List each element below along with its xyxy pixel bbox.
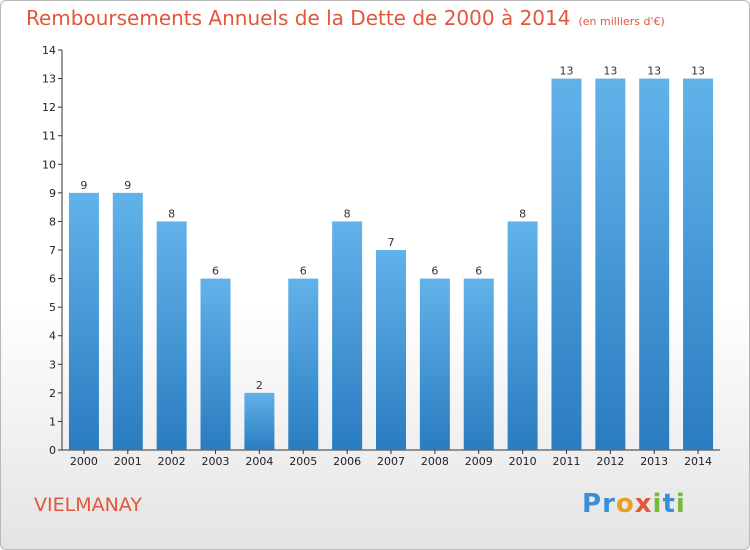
bar-value-label: 9: [124, 179, 131, 192]
logo-letter: i: [675, 489, 686, 519]
y-tick-label: 10: [42, 158, 56, 171]
y-tick-label: 4: [49, 330, 56, 343]
data-labels: 9 9 8 6 2 6 8 7 6 6 8 13 13 13 13: [80, 65, 705, 392]
x-tick-label: 2012: [596, 455, 624, 468]
bar: [244, 392, 275, 450]
bar: [156, 221, 187, 450]
bar-value-label: 7: [388, 236, 395, 249]
bar: [463, 278, 494, 450]
x-tick-label: 2007: [377, 455, 405, 468]
x-tick-label: 2000: [70, 455, 98, 468]
bar: [683, 78, 714, 451]
y-tick-label: 2: [49, 387, 56, 400]
y-tick-label: 7: [49, 244, 56, 257]
bar-value-label: 13: [559, 65, 573, 78]
commune-name: VIELMANAY: [34, 494, 142, 516]
y-tick-label: 9: [49, 187, 56, 200]
y-tick-label: 8: [49, 215, 56, 228]
x-tick-label: 2008: [421, 455, 449, 468]
logo-letter: i: [652, 489, 663, 519]
bar-value-label: 8: [344, 207, 351, 220]
bar: [595, 78, 626, 451]
y-tick-label: 11: [42, 130, 56, 143]
bar-value-label: 2: [256, 379, 263, 392]
y-tick-label: 12: [42, 101, 56, 114]
bar-value-label: 9: [80, 179, 87, 192]
bar: [332, 221, 363, 450]
bar: [112, 192, 143, 450]
bar-value-label: 13: [691, 65, 705, 78]
x-tick-label: 2003: [202, 455, 230, 468]
bar-value-label: 8: [168, 207, 175, 220]
bar-value-label: 6: [475, 265, 482, 278]
x-tick-label: 2004: [245, 455, 273, 468]
x-tick-label: 2013: [640, 455, 668, 468]
x-tick-label: 2002: [158, 455, 186, 468]
bar-value-label: 13: [647, 65, 661, 78]
bar-value-label: 13: [603, 65, 617, 78]
logo-letter: r: [602, 489, 616, 519]
y-tick-label: 14: [42, 44, 56, 57]
bar-value-label: 6: [431, 265, 438, 278]
x-tick-label: 2011: [552, 455, 580, 468]
bar: [551, 78, 582, 451]
bar: [68, 192, 99, 450]
bar: [376, 250, 406, 450]
bars: [68, 78, 714, 451]
chart-subtitle: (en milliers d'€): [578, 15, 665, 28]
y-tick-label: 3: [49, 358, 56, 371]
chart-title: Remboursements Annuels de la Dette de 20…: [26, 6, 665, 30]
logo-letter: o: [615, 489, 635, 519]
bar: [419, 278, 450, 450]
logo-letter: x: [634, 489, 653, 519]
x-tick-label: 2006: [333, 455, 361, 468]
x-tick-label: 2014: [684, 455, 712, 468]
proxiti-logo: Proxiti: [582, 489, 686, 519]
y-tick-label: 6: [49, 273, 56, 286]
bar: [288, 278, 319, 450]
x-tick-label: 2009: [465, 455, 493, 468]
x-tick-label: 2005: [289, 455, 317, 468]
bar-value-label: 6: [212, 265, 219, 278]
bar: [507, 221, 538, 450]
bar-value-label: 6: [300, 265, 307, 278]
logo-letter: t: [662, 489, 676, 519]
logo-letter: P: [582, 489, 603, 519]
bar: [639, 78, 670, 451]
bar: [200, 278, 231, 450]
y-tick-label: 1: [49, 415, 56, 428]
y-tick-label: 0: [49, 444, 56, 457]
y-tick-label: 5: [49, 301, 56, 314]
x-tick-label: 2010: [509, 455, 537, 468]
x-tick-label: 2001: [114, 455, 142, 468]
bar-value-label: 8: [519, 207, 526, 220]
y-tick-label: 13: [42, 73, 56, 86]
chart-title-text: Remboursements Annuels de la Dette de 20…: [26, 6, 571, 30]
